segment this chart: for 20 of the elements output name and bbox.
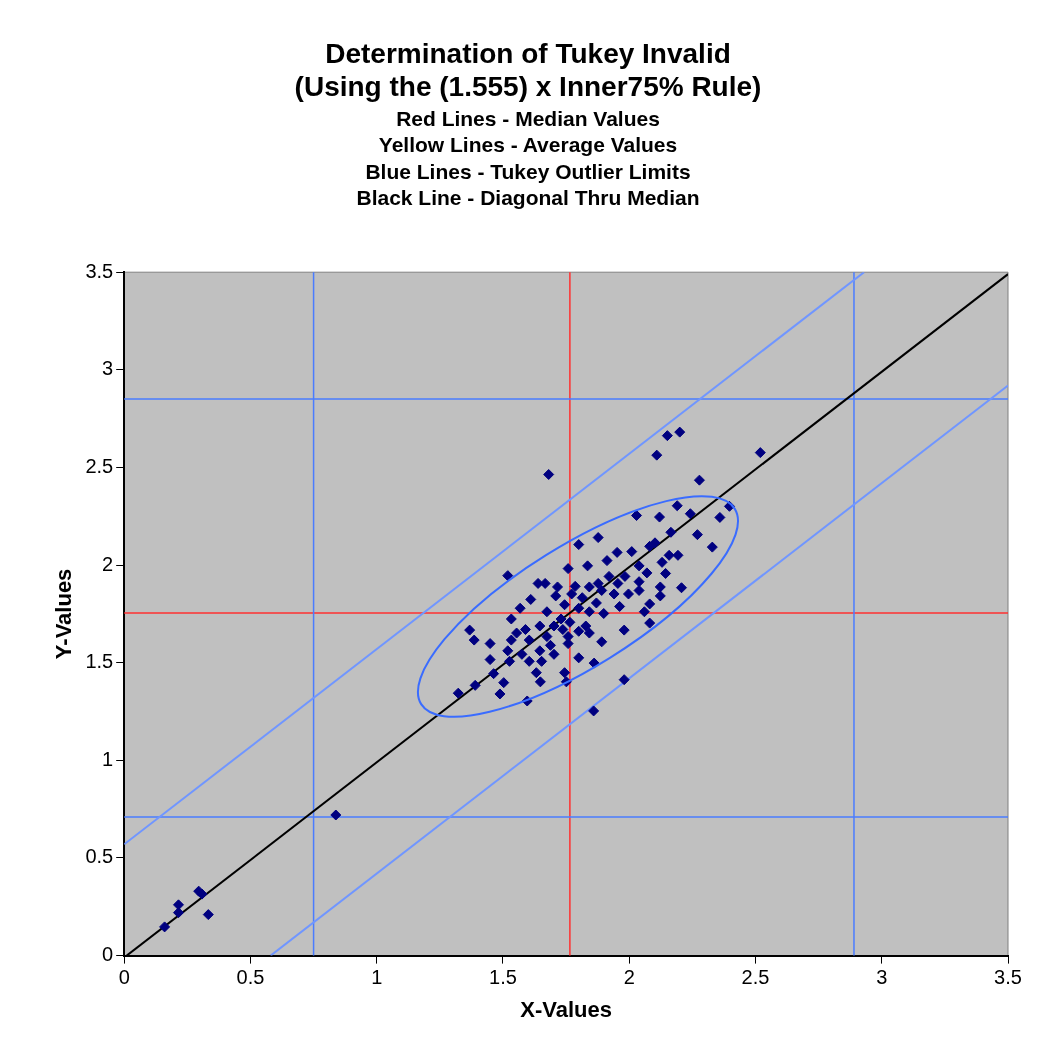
y-tick-label: 3.5 [85,259,114,282]
y-tick-label: 0.5 [85,845,114,868]
y-tick-label: 0 [102,943,114,966]
x-tick-label: 1.5 [489,966,517,989]
y-tick-label: 3 [102,357,114,380]
x-axis-title: X-Values [520,996,612,1022]
y-tick-label: 1.5 [85,650,114,673]
x-tick-label: 1 [371,966,383,989]
chart-subtitle: Red Lines - Median Values Yellow Lines - Average Values Blue Lines - Tukey Outlier Limits Black Line - Diagonal Thru Median [356,107,700,209]
x-tick-label: 0.5 [236,966,265,989]
chart-title: Determination of Tukey Invalid (Using the (1.555) x Inner75% Rule) [294,37,762,103]
y-tick-label: 1 [102,747,114,770]
x-tick-label: 0 [118,966,130,989]
y-axis-title: Y-Values [51,568,77,660]
y-tick-label: 2.5 [85,454,114,477]
x-tick-label: 2 [623,966,635,989]
x-tick-label: 3.5 [994,966,1022,989]
x-tick-label: 2.5 [741,966,770,989]
x-tick-label: 3 [876,966,888,989]
y-tick-label: 2 [102,552,114,575]
